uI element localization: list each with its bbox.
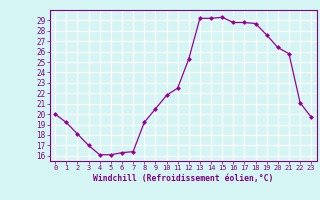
X-axis label: Windchill (Refroidissement éolien,°C): Windchill (Refroidissement éolien,°C): [93, 174, 273, 183]
